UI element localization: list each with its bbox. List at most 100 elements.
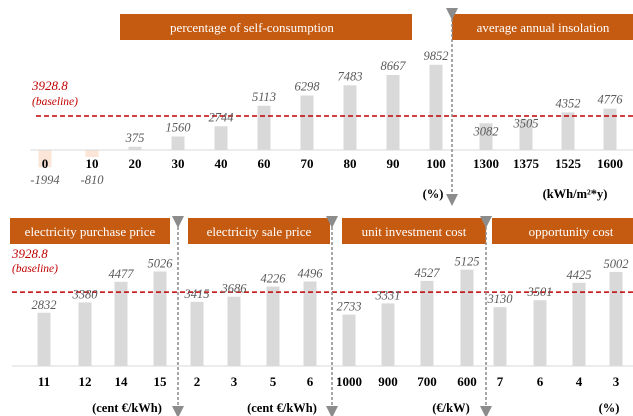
category-label: 15: [154, 374, 168, 389]
category-label: 900: [378, 374, 398, 389]
category-label: 600: [457, 374, 477, 389]
panel-header-box: [10, 218, 170, 244]
baseline-label: (baseline): [32, 96, 78, 108]
bar: [266, 286, 280, 366]
category-label: 0: [42, 156, 49, 171]
bar: [386, 75, 400, 150]
data-label: 6298: [295, 80, 321, 94]
bar: [493, 307, 507, 366]
bar: [78, 302, 92, 366]
data-label: 4527: [415, 266, 441, 280]
unit-label: (kWh/m²*y): [543, 187, 608, 201]
category-label: 90: [387, 156, 400, 171]
category-label: 7: [497, 374, 504, 389]
bar: [128, 146, 142, 150]
panel-header-box: [492, 218, 633, 244]
category-label: 1525: [555, 156, 582, 171]
data-label: 1560: [166, 121, 192, 135]
bar: [214, 126, 228, 150]
bar: [37, 312, 51, 366]
data-label: 4425: [567, 268, 592, 282]
unit-label: (%): [423, 187, 444, 201]
data-label: 8667: [381, 59, 407, 73]
panel-header-box: [188, 218, 330, 244]
category-label: 30: [172, 156, 185, 171]
data-label: 5026: [148, 257, 174, 271]
category-label: 1600: [597, 156, 623, 171]
bar: [85, 150, 99, 158]
data-label: 3082: [473, 124, 499, 138]
category-label: 2: [194, 374, 201, 389]
bar: [460, 269, 474, 366]
category-label: 1000: [336, 374, 362, 389]
data-label: 3686: [221, 282, 248, 296]
category-label: 40: [215, 156, 228, 171]
data-label: -810: [81, 173, 105, 187]
data-label: 3415: [184, 287, 210, 301]
data-label: 3130: [487, 292, 514, 306]
panel-title: unit investment cost: [362, 224, 467, 239]
data-label: 5125: [455, 255, 480, 269]
data-label: 5113: [252, 90, 276, 104]
data-label: 4776: [598, 93, 624, 107]
bar: [342, 314, 356, 366]
unit-label: (€/kW): [432, 401, 470, 415]
category-label: 20: [129, 156, 142, 171]
category-label: 60: [258, 156, 271, 171]
category-label: 14: [115, 374, 129, 389]
bar: [114, 281, 128, 366]
category-label: 80: [344, 156, 357, 171]
data-label: 4226: [261, 272, 287, 286]
category-label: 70: [301, 156, 314, 171]
bar: [561, 112, 575, 150]
category-label: 4: [576, 374, 583, 389]
bar: [303, 281, 317, 366]
bar: [603, 108, 617, 150]
category-label: 10: [86, 156, 99, 171]
category-label: 3: [613, 374, 620, 389]
category-label: 1300: [473, 156, 499, 171]
data-label: 4352: [556, 96, 581, 110]
baseline-value: 3928.8: [11, 246, 48, 261]
panel-title: average annual insolation: [477, 20, 610, 35]
bar: [227, 296, 241, 366]
baseline-label: (baseline): [12, 263, 58, 275]
category-label: 6: [307, 374, 314, 389]
bar: [343, 85, 357, 150]
baseline-value: 3928.8: [31, 78, 68, 93]
bar: [381, 303, 395, 366]
bar: [533, 300, 547, 366]
data-label: 7483: [338, 69, 363, 83]
category-label: 1375: [513, 156, 540, 171]
unit-label: (cent €/kWh): [92, 401, 162, 415]
bar: [257, 105, 271, 150]
category-label: 11: [38, 374, 50, 389]
data-label: 3505: [513, 117, 539, 131]
bar: [519, 119, 533, 150]
data-label: 3331: [375, 288, 401, 302]
unit-label: (%): [599, 401, 620, 415]
category-label: 3: [231, 374, 238, 389]
bar: [572, 282, 586, 366]
data-label: 5002: [604, 257, 629, 271]
data-label: 3380: [72, 287, 99, 301]
data-label: 375: [125, 131, 145, 145]
category-label: 12: [79, 374, 92, 389]
data-label: 3501: [527, 285, 553, 299]
panel-header-box: [342, 218, 486, 244]
unit-label: (cent €/kWh): [247, 401, 317, 415]
panel-header-box: [452, 14, 633, 40]
category-label: 5: [270, 374, 277, 389]
bar: [171, 136, 185, 150]
category-label: 6: [537, 374, 544, 389]
data-label: 2832: [32, 298, 57, 312]
panel-title: electricity sale price: [207, 224, 312, 239]
bar: [609, 271, 623, 366]
data-label: 4496: [298, 266, 324, 280]
data-label: 2744: [209, 110, 234, 124]
bar: [190, 301, 204, 366]
bar: [153, 271, 167, 366]
bar: [479, 123, 493, 150]
bar: [38, 150, 52, 168]
